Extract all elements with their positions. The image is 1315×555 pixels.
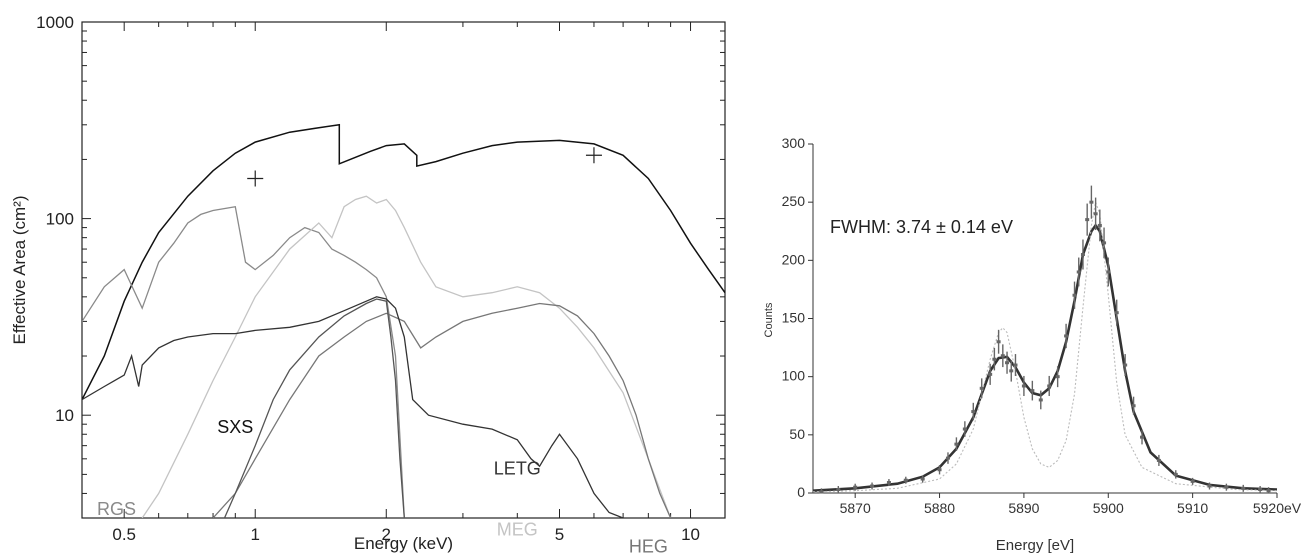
x-tick-label: 5920eV <box>1253 500 1302 516</box>
series-line-letg <box>82 296 624 518</box>
plot-frame <box>81 21 726 519</box>
data-point <box>1000 354 1005 358</box>
data-point <box>1102 241 1107 245</box>
data-point <box>1190 479 1195 483</box>
data-point <box>1005 361 1010 365</box>
x-tick-label: 5890 <box>1008 500 1039 516</box>
series-label-meg: MEG <box>497 519 538 539</box>
data-point <box>1131 404 1136 408</box>
data-point <box>1224 485 1229 489</box>
data-point <box>1258 488 1263 492</box>
series-label-letg: LETG <box>494 458 541 478</box>
y-tick-label: 10 <box>55 406 74 425</box>
series-label-sxs: SXS <box>217 417 253 437</box>
data-point <box>1266 489 1271 493</box>
y-axis-label: Effective Area (cm²) <box>10 196 29 345</box>
y-axis-label: Counts <box>763 302 775 337</box>
data-point <box>1072 293 1077 297</box>
data-point <box>903 478 908 482</box>
x-tick-label: 10 <box>681 525 700 544</box>
y-tick-label: 50 <box>789 426 805 442</box>
data-point <box>1173 472 1178 476</box>
data-point <box>1207 484 1212 488</box>
plus-marker <box>247 170 264 187</box>
x-tick-label: 5910 <box>1177 500 1208 516</box>
counts-spectrum-chart: 0 50 100 150 200 250 300 5870 5880 5890 5900 5910 59… <box>763 135 1302 554</box>
y-tick-label: 100 <box>782 368 806 384</box>
series-label-rgs: RGS <box>97 499 136 519</box>
x-axis-label: Energy [eV] <box>996 537 1074 554</box>
data-point <box>992 357 997 361</box>
data-point <box>962 427 967 431</box>
data-point <box>836 488 841 492</box>
data-point <box>1047 384 1052 388</box>
x-axis-label: Energy (keV) <box>354 534 453 553</box>
y-tick-label: 200 <box>782 251 806 267</box>
data-point <box>819 490 824 494</box>
data-point <box>979 386 984 390</box>
data-point <box>1114 311 1119 315</box>
data-point <box>1064 334 1069 338</box>
x-tick-label: 5 <box>555 525 564 544</box>
series-line-rgs <box>82 205 405 518</box>
data-point <box>996 340 1001 344</box>
x-tick-label: 1 <box>250 525 259 544</box>
data-point <box>945 456 950 460</box>
data-point <box>1093 212 1098 216</box>
series-line-meg <box>141 195 672 518</box>
data-point <box>1021 384 1026 388</box>
fwhm-annotation: FWHM: 3.74 ± 0.14 eV <box>830 217 1013 237</box>
data-point <box>886 481 891 485</box>
data-point <box>1085 218 1090 222</box>
data-point <box>1241 486 1246 490</box>
plus-marker <box>585 147 602 164</box>
y-tick-label: 150 <box>782 310 806 326</box>
y-tick-label: 300 <box>782 135 806 151</box>
series-line-heg <box>212 302 672 518</box>
data-point <box>988 372 993 376</box>
y-tick-label: 1000 <box>36 13 74 32</box>
series-label-heg: HEG <box>629 537 668 555</box>
data-point <box>1156 458 1161 462</box>
fit-curve <box>812 223 1278 492</box>
data-point <box>937 468 942 472</box>
data-point <box>870 484 875 488</box>
data-point <box>1080 253 1085 257</box>
y-tick-label: 0 <box>797 484 805 500</box>
series-line-sxs <box>82 123 725 400</box>
data-point <box>1097 223 1102 227</box>
data-point <box>1055 375 1060 379</box>
model-curve <box>812 200 1278 493</box>
x-tick-label: 2 <box>382 525 391 544</box>
data-point <box>1106 270 1111 274</box>
data-point <box>1076 270 1081 274</box>
data-point <box>971 410 976 414</box>
x-tick-label: 5880 <box>924 500 955 516</box>
data-point <box>1089 200 1094 204</box>
x-tick-label: 5870 <box>840 500 871 516</box>
effective-area-chart: 0.5 1 2 5 10 10 100 1000 Energy (keV) Effective A… <box>10 13 726 555</box>
data-point <box>1013 363 1018 367</box>
x-tick-label: 0.5 <box>112 525 136 544</box>
data-point <box>1123 363 1128 367</box>
y-tick-label: 100 <box>46 210 74 229</box>
series-line-unlabeled-5 <box>223 298 405 518</box>
data-point <box>1140 435 1145 439</box>
data-point <box>920 477 925 481</box>
data-point <box>853 485 858 489</box>
data-point <box>1009 369 1014 373</box>
data-point <box>1030 389 1035 393</box>
x-tick-label: 5900 <box>1093 500 1124 516</box>
data-point <box>954 442 959 446</box>
data-point <box>1038 398 1043 402</box>
y-tick-label: 250 <box>782 193 806 209</box>
